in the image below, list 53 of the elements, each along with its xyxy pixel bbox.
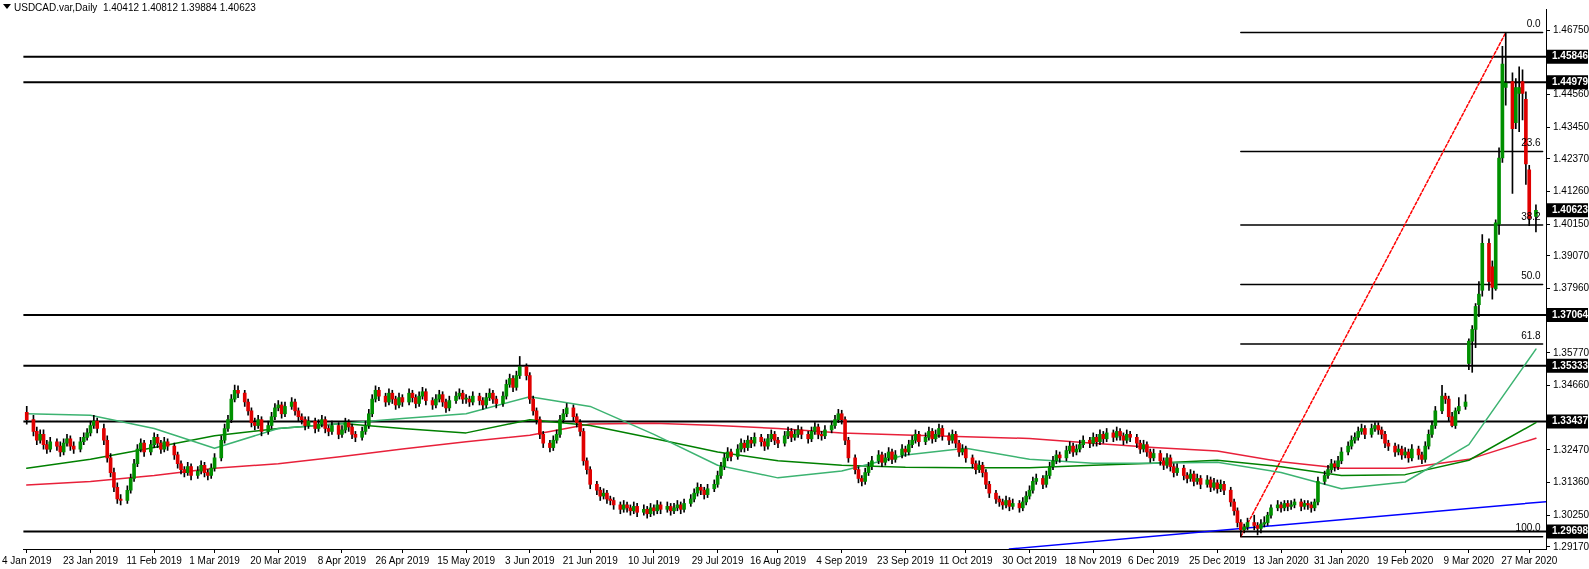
- x-tick-label: 4 Jan 2019: [1, 554, 52, 566]
- y-tick-label: 1.37960: [1553, 282, 1589, 294]
- x-tick-label: 20 Mar 2019: [250, 554, 307, 566]
- x-tick-label: 11 Oct 2019: [938, 554, 994, 566]
- y-tick-label: 1.34660: [1553, 379, 1589, 391]
- x-tick-label: 3 Jun 2019: [505, 554, 555, 566]
- y-tick-label: 1.30250: [1553, 508, 1589, 520]
- x-tick-label: 10 Jul 2019: [628, 554, 681, 566]
- y-tick-label: 1.29170: [1553, 540, 1589, 552]
- x-tick-label: 1 Mar 2019: [189, 554, 241, 566]
- ref-line-label: 1.29698: [1552, 525, 1589, 537]
- x-tick-label: 15 May 2019: [437, 554, 496, 566]
- y-tick-label: 1.39070: [1553, 249, 1589, 261]
- text: 1.40623: [1552, 204, 1589, 216]
- x-tick-label: 30 Oct 2019: [1002, 554, 1058, 566]
- ref-line-label: 1.33437: [1552, 415, 1589, 427]
- annotation: 100.0: [1515, 522, 1542, 534]
- x-tick-label: 23 Jan 2019: [62, 554, 119, 566]
- x-tick-label: 11 Feb 2019: [126, 554, 183, 566]
- ref-line-label: 1.37064: [1552, 308, 1589, 320]
- candlestick: [1306, 500, 1310, 510]
- y-tick-label: 1.43450: [1553, 120, 1589, 132]
- ref-line-label: 1.35333: [1552, 359, 1589, 371]
- x-tick-label: 6 Dec 2019: [1128, 554, 1180, 566]
- x-tick-label: 9 Mar 2020: [1443, 554, 1495, 566]
- annotation: 50.0: [1521, 270, 1542, 282]
- x-tick-label: 21 Jun 2019: [562, 554, 619, 566]
- y-tick-label: 1.32470: [1553, 443, 1589, 455]
- x-tick-label: 27 Mar 2020: [1501, 554, 1558, 566]
- ref-line-label: 1.45846: [1552, 50, 1589, 62]
- x-tick-label: 4 Sep 2019: [816, 554, 868, 566]
- annotation: 61.8: [1521, 329, 1542, 341]
- x-tick-label: 23 Sep 2019: [877, 554, 935, 566]
- x-tick-label: 8 Apr 2019: [317, 554, 367, 566]
- annotation: 0.0: [1526, 18, 1542, 30]
- y-tick-label: 1.41260: [1553, 185, 1589, 197]
- x-tick-label: 29 Jul 2019: [691, 554, 744, 566]
- y-tick-label: 1.31360: [1553, 476, 1589, 488]
- y-tick-label: 1.40150: [1553, 217, 1589, 229]
- x-tick-label: 18 Nov 2019: [1064, 554, 1123, 566]
- x-tick-label: 26 Apr 2019: [375, 554, 430, 566]
- x-tick-label: 16 Aug 2019: [749, 554, 807, 566]
- ref-line-label: 1.44979: [1552, 75, 1589, 87]
- y-tick-label: 1.42370: [1553, 152, 1589, 164]
- y-tick-label: 1.44560: [1553, 88, 1589, 100]
- x-tick-label: 19 Feb 2020: [1377, 554, 1434, 566]
- x-tick-label: 25 Dec 2019: [1188, 554, 1247, 566]
- chart-title: USDCAD.var,Daily 1.40412 1.40812 1.39884 1.40623: [14, 1, 257, 13]
- y-tick-label: 1.35770: [1553, 346, 1589, 358]
- y-tick-label: 1.46750: [1553, 23, 1589, 35]
- candlestick: [1289, 500, 1293, 510]
- x-tick-label: 31 Jan 2020: [1313, 554, 1370, 566]
- x-tick-label: 13 Jan 2020: [1253, 554, 1310, 566]
